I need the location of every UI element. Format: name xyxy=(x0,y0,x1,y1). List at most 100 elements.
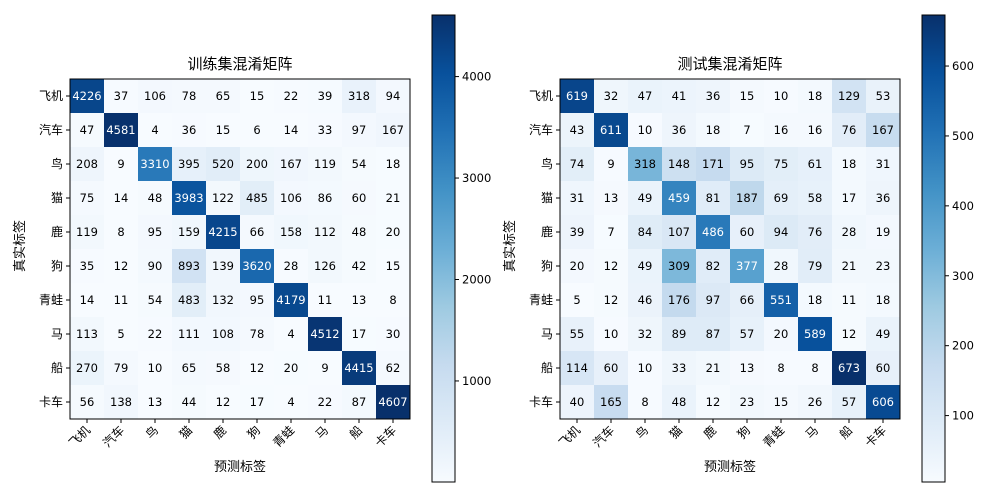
test-cell-value: 32 xyxy=(604,89,619,103)
train-cell xyxy=(138,385,172,419)
train-cell-value: 4581 xyxy=(106,123,135,137)
train-cell-value: 9 xyxy=(321,361,328,375)
test-y-tick-label: 狗 xyxy=(541,259,553,273)
test-matrix-frame xyxy=(559,78,901,420)
train-cell-value: 94 xyxy=(386,89,401,103)
test-cell-value: 49 xyxy=(638,259,653,273)
test-cell xyxy=(696,147,730,181)
train-cell xyxy=(70,215,104,249)
test-x-tick-label: 卡车 xyxy=(862,423,890,451)
test-cell-value: 16 xyxy=(774,123,789,137)
train-cell-value: 122 xyxy=(212,191,234,205)
test-cell xyxy=(594,79,628,113)
test-x-tick-label: 鸟 xyxy=(632,423,651,442)
test-cell-value: 18 xyxy=(808,293,823,307)
test-cell xyxy=(764,147,798,181)
train-cell xyxy=(308,181,342,215)
train-cell-value: 54 xyxy=(352,157,367,171)
test-cell xyxy=(798,181,832,215)
test-y-tick-label: 猫 xyxy=(541,191,553,205)
train-x-tick-label: 青蛙 xyxy=(270,423,297,450)
test-x-tick-label: 青蛙 xyxy=(760,423,787,450)
train-cell-value: 87 xyxy=(352,395,367,409)
test-cell xyxy=(798,249,832,283)
train-cell xyxy=(274,79,308,113)
train-x-tick-label: 马 xyxy=(313,423,331,441)
train-cell-value: 20 xyxy=(386,225,401,239)
test-x-tick-label: 狗 xyxy=(735,423,753,441)
train-cell-value: 3983 xyxy=(174,191,203,205)
train-cell xyxy=(138,181,172,215)
test-cell xyxy=(628,79,662,113)
test-cell-value: 589 xyxy=(804,327,826,341)
train-cell xyxy=(342,249,376,283)
test-cell xyxy=(594,113,628,147)
test-y-tick-label: 鸟 xyxy=(541,156,553,171)
train-cell-value: 17 xyxy=(352,327,367,341)
train-cell xyxy=(308,79,342,113)
train-cell xyxy=(274,113,308,147)
train-cell-value: 22 xyxy=(284,89,299,103)
train-cell-value: 167 xyxy=(382,123,404,137)
train-cell-value: 33 xyxy=(318,123,333,137)
test-cell-value: 31 xyxy=(570,191,585,205)
train-cell xyxy=(206,147,240,181)
test-cell-value: 165 xyxy=(600,395,622,409)
test-cell-value: 114 xyxy=(566,361,588,375)
test-colorbar-gradient xyxy=(921,14,946,483)
train-cell xyxy=(376,79,410,113)
test-cell-value: 57 xyxy=(740,327,755,341)
test-cell-value: 41 xyxy=(672,89,687,103)
test-cell-value: 10 xyxy=(638,123,653,137)
test-cell xyxy=(798,317,832,351)
train-cell-value: 200 xyxy=(246,157,268,171)
test-cell-value: 8 xyxy=(641,395,648,409)
train-cell xyxy=(308,215,342,249)
train-colorbar-gradient xyxy=(431,14,456,483)
test-cell xyxy=(628,283,662,317)
test-cell-value: 318 xyxy=(634,157,656,171)
train-cell-value: 483 xyxy=(178,293,200,307)
train-cell xyxy=(172,215,206,249)
test-cell xyxy=(662,181,696,215)
test-cell-value: 309 xyxy=(668,259,690,273)
train-cell xyxy=(274,181,308,215)
test-x-ticks: 飞机 汽车鸟猫鹿狗青蛙马船卡车 xyxy=(556,419,889,450)
test-cell-value: 39 xyxy=(570,225,585,239)
train-cell xyxy=(138,283,172,317)
train-cell xyxy=(172,317,206,351)
test-cell xyxy=(696,317,730,351)
test-cell xyxy=(866,249,900,283)
test-cell-value: 18 xyxy=(876,293,891,307)
train-cell xyxy=(376,181,410,215)
train-cell-value: 13 xyxy=(148,395,163,409)
train-cell xyxy=(70,147,104,181)
train-cell xyxy=(138,317,172,351)
test-cell xyxy=(764,351,798,385)
train-x-tick-label: 汽车 xyxy=(100,423,128,451)
train-cell xyxy=(172,249,206,283)
test-cell xyxy=(628,249,662,283)
train-cell xyxy=(308,113,342,147)
test-cell xyxy=(764,283,798,317)
test-colorbar-tick-label: 300 xyxy=(952,269,974,283)
train-cell xyxy=(376,249,410,283)
train-cell-value: 4 xyxy=(151,123,158,137)
train-colorbar-tick-label: 1000 xyxy=(462,374,491,388)
train-cell xyxy=(240,317,274,351)
test-cell-value: 187 xyxy=(736,191,758,205)
train-cell xyxy=(274,385,308,419)
train-cell xyxy=(138,147,172,181)
train-cell-value: 108 xyxy=(212,327,234,341)
train-x-tick-label: 狗 xyxy=(245,423,263,441)
train-cell xyxy=(308,147,342,181)
train-cell-value: 14 xyxy=(284,123,299,137)
test-cell xyxy=(798,113,832,147)
test-cell-value: 15 xyxy=(774,395,789,409)
train-cell-value: 75 xyxy=(80,191,95,205)
test-cell-value: 89 xyxy=(672,327,687,341)
train-cell-value: 132 xyxy=(212,293,234,307)
train-cell xyxy=(206,351,240,385)
train-cell-value: 47 xyxy=(80,123,95,137)
train-cell-value: 65 xyxy=(182,361,197,375)
